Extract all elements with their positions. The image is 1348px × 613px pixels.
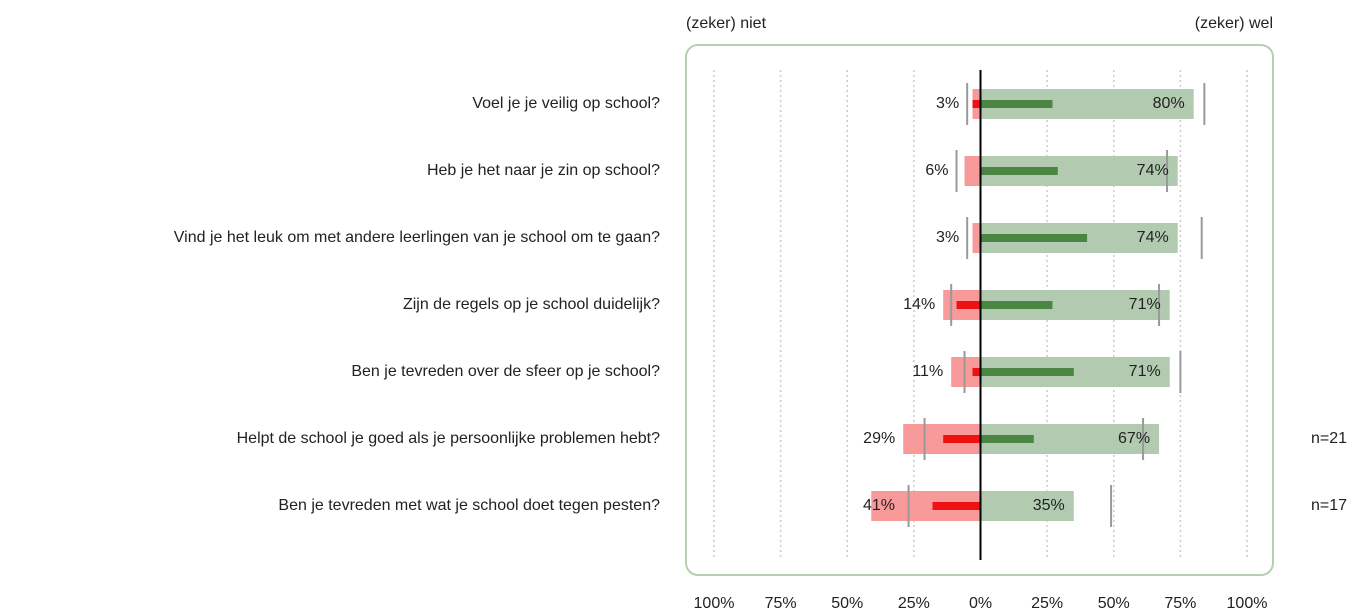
value-label: 71% bbox=[1129, 363, 1161, 380]
bar bbox=[972, 223, 981, 253]
value-label: 67% bbox=[1118, 430, 1150, 447]
inner-bar bbox=[980, 301, 1053, 309]
category-label: Heb je het naar je zin op school? bbox=[427, 162, 660, 179]
inner-bar bbox=[980, 234, 1088, 242]
value-label: 11% bbox=[912, 363, 943, 380]
bar bbox=[964, 156, 981, 186]
value-label: 3% bbox=[936, 229, 959, 246]
note-label: n=21 bbox=[1311, 430, 1347, 447]
left-label: (zeker) niet bbox=[686, 15, 767, 32]
category-label: Vind je het leuk om met andere leerlinge… bbox=[174, 229, 660, 246]
value-label: 29% bbox=[863, 430, 895, 447]
category-label: Zijn de regels op je school duidelijk? bbox=[403, 296, 660, 313]
value-label: 80% bbox=[1153, 95, 1185, 112]
inner-bar bbox=[943, 435, 981, 443]
inner-bar bbox=[932, 502, 981, 510]
category-label: Voel je je veilig op school? bbox=[472, 95, 660, 112]
value-label: 14% bbox=[903, 296, 935, 313]
x-tick-label: 100% bbox=[694, 595, 735, 612]
inner-bar bbox=[980, 100, 1053, 108]
note-label: n=17 bbox=[1311, 497, 1347, 514]
x-tick-label: 100% bbox=[1227, 595, 1268, 612]
x-tick-label: 75% bbox=[1164, 595, 1196, 612]
x-tick-label: 0% bbox=[969, 595, 992, 612]
inner-bar bbox=[980, 435, 1034, 443]
x-tick-label: 75% bbox=[765, 595, 797, 612]
inner-bar bbox=[980, 368, 1074, 376]
value-label: 6% bbox=[925, 162, 948, 179]
value-label: 41% bbox=[863, 497, 895, 514]
x-tick-label: 25% bbox=[1031, 595, 1063, 612]
value-label: 71% bbox=[1129, 296, 1161, 313]
category-label: Helpt de school je goed als je persoonli… bbox=[237, 430, 660, 447]
value-label: 74% bbox=[1137, 229, 1169, 246]
right-label: (zeker) wel bbox=[1195, 15, 1273, 32]
x-tick-label: 50% bbox=[1098, 595, 1130, 612]
plot-frame bbox=[685, 44, 1274, 576]
inner-bar bbox=[972, 368, 981, 376]
inner-bar bbox=[972, 100, 981, 108]
category-label: Ben je tevreden over de sfeer op je scho… bbox=[351, 363, 660, 380]
bar bbox=[980, 491, 1074, 521]
value-label: 74% bbox=[1137, 162, 1169, 179]
inner-bar bbox=[956, 301, 981, 309]
x-tick-label: 25% bbox=[898, 595, 930, 612]
value-label: 35% bbox=[1033, 497, 1065, 514]
value-label: 3% bbox=[936, 95, 959, 112]
x-tick-label: 50% bbox=[831, 595, 863, 612]
category-label: Ben je tevreden met wat je school doet t… bbox=[278, 497, 660, 514]
inner-bar bbox=[980, 167, 1058, 175]
